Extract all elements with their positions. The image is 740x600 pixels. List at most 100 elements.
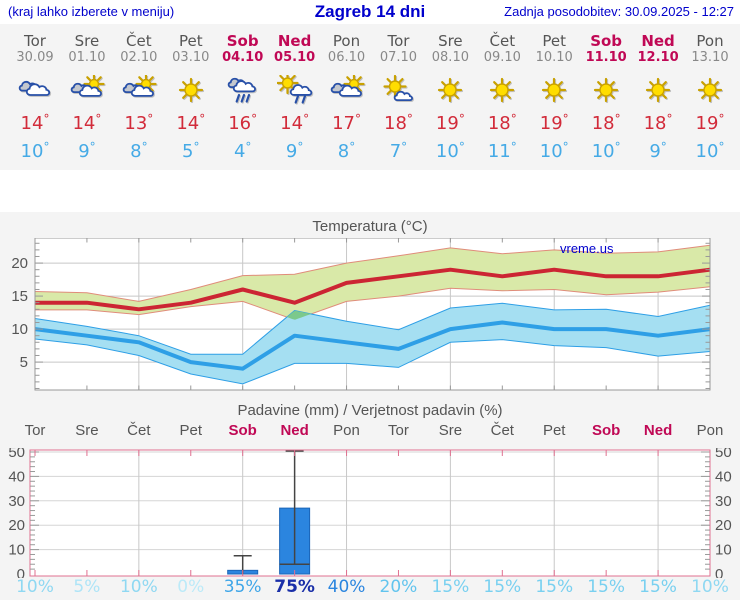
weather-icon-slot — [588, 75, 624, 106]
partly-cloudy-icon — [121, 73, 157, 106]
day-name: Sob — [226, 32, 259, 50]
sunny-icon — [542, 77, 567, 103]
last-update-text: Zadnja posodobitev: 30.09.2025 - 12:27 — [504, 4, 734, 19]
min-temperature: 5° — [182, 140, 200, 162]
svg-text:50: 50 — [8, 448, 25, 461]
precipitation-probability: 5% — [73, 577, 101, 597]
day-column: Ned 05.10 14° 9° — [266, 24, 324, 167]
day-column: Sre 01.10 14° 9° — [58, 24, 116, 167]
svg-text:30: 30 — [715, 493, 732, 510]
min-temperature: 8° — [130, 140, 148, 162]
day-name: Tor — [24, 32, 46, 50]
precip-day-label: Sre — [75, 422, 99, 439]
svg-text:20: 20 — [8, 517, 25, 534]
day-column: Pon 06.10 17° 8° — [318, 24, 376, 167]
max-temperature: 19° — [539, 112, 569, 134]
min-temperature: 10° — [539, 140, 569, 162]
min-temperature: 10° — [591, 140, 621, 162]
svg-text:40: 40 — [8, 468, 25, 485]
svg-text:10: 10 — [715, 542, 732, 559]
weather-icon-slot — [121, 73, 157, 106]
max-temperature: 19° — [695, 112, 725, 134]
day-column: Sob 04.10 16° 4° — [214, 24, 272, 167]
max-temperature: 16° — [228, 112, 258, 134]
min-temperature: 10° — [695, 140, 725, 162]
max-temperature: 17° — [332, 112, 361, 134]
min-temperature: 8° — [337, 140, 356, 162]
min-temperature: 4° — [233, 140, 252, 162]
page-title: Zagreb 14 dni — [314, 2, 426, 21]
min-temperature: 9° — [78, 140, 96, 162]
temperature-chart-title: Temperatura (°C) — [312, 218, 428, 235]
day-column: Sob 11.10 18° 10° — [577, 24, 635, 167]
day-date: 08.10 — [431, 50, 469, 65]
partly-cloudy-icon — [69, 73, 105, 106]
precipitation-probability: 10% — [16, 577, 54, 597]
max-temperature: 19° — [435, 112, 465, 134]
day-column: Pet 03.10 14° 5° — [162, 24, 220, 167]
max-temperature: 14° — [20, 112, 50, 134]
precipitation-probability: 15% — [535, 577, 574, 597]
weather-icon-slot — [380, 74, 416, 106]
min-temperature: 9° — [285, 140, 304, 162]
page-header: (kraj lahko izberete v meniju) Zagreb 14… — [0, 0, 740, 24]
charts-section: Temperatura (°C) 5 10 15 20 vreme.us Padavin… — [0, 212, 740, 600]
day-column: Pet 10.10 19° 10° — [525, 24, 583, 167]
day-name: Sob — [590, 32, 623, 50]
day-column: Sre 08.10 19° 10° — [421, 24, 479, 167]
precip-day-label: Čet — [127, 422, 151, 439]
precip-day-label: Tor — [388, 422, 409, 439]
cloudy-icon — [17, 75, 53, 106]
precipitation-probability: 15% — [639, 577, 677, 597]
menu-hint-text: (kraj lahko izberete v meniju) — [8, 4, 175, 19]
precipitation-probability: 40% — [327, 577, 366, 597]
weather-icon-slot — [692, 75, 728, 106]
sunny-icon — [594, 77, 619, 103]
precip-day-label: Pet — [179, 422, 203, 439]
day-name: Sre — [438, 32, 463, 50]
day-column: Tor 30.09 14° 10° — [6, 24, 64, 167]
weather-icon-slot — [69, 73, 105, 106]
day-name: Pon — [332, 32, 361, 50]
weather-icon-slot — [173, 75, 209, 106]
precip-day-label: Sob — [591, 422, 621, 439]
precip-day-label: Sob — [228, 422, 257, 439]
max-temperature: 13° — [124, 112, 154, 134]
sunny-icon — [178, 77, 203, 103]
day-date: 10.10 — [535, 50, 573, 65]
day-date: 30.09 — [16, 50, 54, 65]
max-temperature: 18° — [487, 112, 517, 134]
sunny-icon — [490, 77, 515, 103]
precipitation-chart-title: Padavine (mm) / Verjetnost padavin (%) — [237, 402, 503, 419]
day-column: Čet 09.10 18° 11° — [473, 24, 531, 167]
sun-rain-icon — [276, 71, 313, 104]
precipitation-probability: 75% — [274, 577, 315, 597]
day-column: Čet 02.10 13° 8° — [110, 24, 168, 167]
weather-icon-slot — [225, 75, 261, 106]
max-temperature: 14° — [72, 112, 102, 134]
day-column: Ned 12.10 18° 9° — [629, 24, 687, 167]
day-name: Čet — [126, 32, 152, 50]
day-date: 05.10 — [274, 50, 316, 65]
svg-text:20: 20 — [11, 255, 28, 272]
precipitation-probability: 15% — [483, 577, 522, 597]
min-temperature: 7° — [389, 140, 408, 162]
precipitation-probability: 10% — [119, 577, 158, 597]
precipitation-probability-row: 10% 5% 10% 0% 35% 75% 40% 20% 15% 15% 15% 15% 15% 10% — [0, 577, 740, 600]
partly-cloudy-icon — [329, 73, 365, 106]
svg-text:5: 5 — [20, 354, 28, 371]
vreme-us-watermark: vreme.us — [560, 241, 614, 256]
day-name: Ned — [641, 32, 675, 50]
precipitation-probability: 15% — [431, 577, 470, 597]
day-column: Pon 13.10 19° 10° — [681, 24, 739, 167]
precipitation-probability: 20% — [379, 577, 418, 597]
weather-icon-slot — [536, 75, 572, 106]
weather-icon-slot — [484, 75, 520, 106]
precipitation-probability: 0% — [177, 577, 205, 597]
max-temperature: 14° — [176, 112, 206, 134]
precip-day-label: Ned — [280, 422, 309, 439]
precip-day-label: Pon — [333, 422, 360, 439]
day-date: 04.10 — [222, 50, 264, 65]
svg-text:10: 10 — [8, 542, 25, 559]
